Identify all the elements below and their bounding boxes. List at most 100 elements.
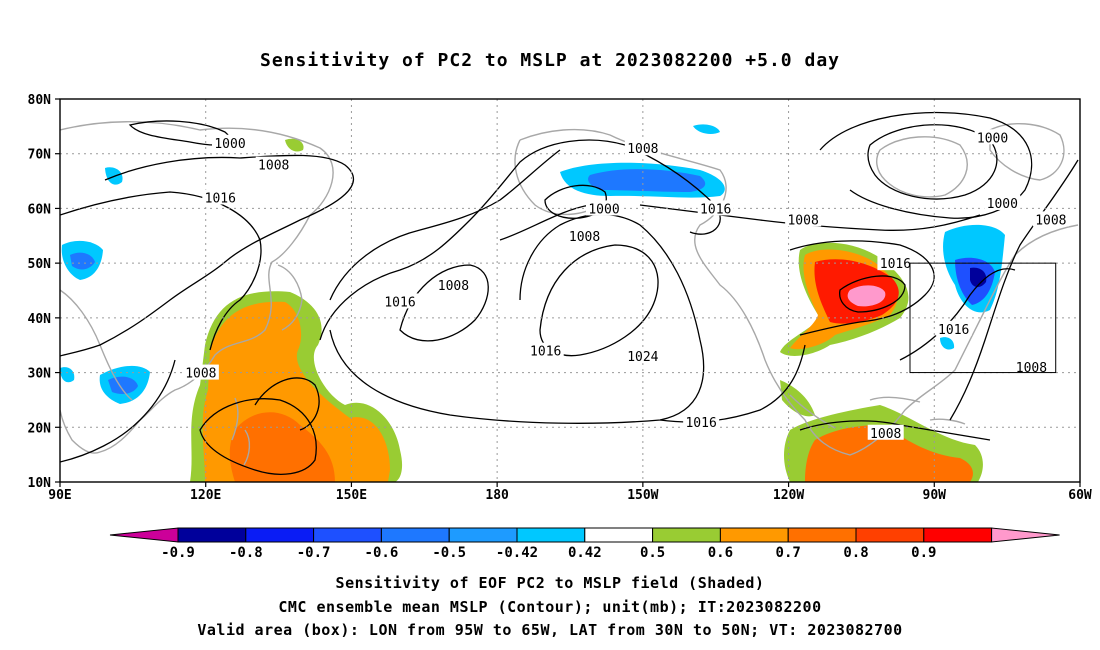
- contour-1008-hudson: [819, 111, 1033, 219]
- contour-1016-high: [329, 213, 705, 424]
- contour-1000-hudson: [867, 124, 998, 200]
- map-title: Sensitivity of PC2 to MSLP at 2023082200…: [259, 50, 840, 71]
- valid-area-box: [909, 262, 1057, 374]
- contour-label-bg: [785, 211, 822, 227]
- shade-bengal-cyan: [60, 367, 75, 383]
- colorbar-swatch: [652, 527, 721, 543]
- contour-label: 1000: [588, 202, 619, 217]
- shade-alaska-blue: [588, 169, 706, 192]
- contour-label: 1016: [938, 323, 969, 338]
- contour-label: 1008: [787, 213, 818, 228]
- colorbar-low-triangle: [109, 527, 179, 543]
- coast-hudson: [876, 136, 968, 198]
- shade-greenland-cyan: [693, 124, 720, 134]
- contour-label-bg: [202, 189, 239, 205]
- contour-label-bg: [984, 194, 1021, 210]
- plot-frame: [59, 98, 1081, 483]
- colorbar-swatch: [855, 527, 925, 543]
- colorbar-label: -0.6: [365, 545, 399, 561]
- footer-line-1: Sensitivity of EOF PC2 to MSLP field (Sh…: [335, 574, 765, 592]
- contour-label: 1008: [870, 427, 901, 442]
- contour-1016-us: [789, 240, 935, 336]
- contour-1016-atlantic: [949, 159, 1079, 421]
- colorbar-swatch: [787, 527, 857, 543]
- coast-central-am: [789, 394, 836, 429]
- lat-label: 60N: [28, 202, 52, 217]
- contour-label-bg: [974, 129, 1011, 145]
- colorbar-label: 0.7: [776, 545, 801, 561]
- lon-label: 150E: [336, 488, 367, 503]
- contour-label: 1016: [880, 257, 911, 272]
- shade-caribbean-green2: [780, 380, 815, 417]
- contour-label-bg: [212, 134, 248, 150]
- contour-label-bg: [624, 140, 661, 156]
- coast-greenland: [989, 122, 1065, 181]
- contour-label: 1000: [214, 137, 245, 152]
- lon-label: 60W: [1068, 488, 1092, 503]
- footer-line-3: Valid area (box): LON from 95W to 65W, L…: [197, 621, 903, 639]
- colorbar-swatch: [923, 527, 993, 543]
- colorbar-label: 0.42: [568, 545, 602, 561]
- contour-label: 1016: [700, 202, 731, 217]
- shade-caribbean-orange: [805, 425, 973, 482]
- colorbar: -0.9 -0.8 -0.7 -0.6 -0.5 -0.42 0.42 0.5 0.6 0.7 0.…: [109, 527, 1060, 561]
- lon-label: 150W: [627, 488, 658, 503]
- coast-alaska-west: [514, 139, 601, 216]
- contour-label: 1016: [384, 295, 415, 310]
- contour-1024: [539, 244, 659, 357]
- contour-label-bg: [566, 227, 603, 243]
- lat-label: 30N: [28, 367, 52, 382]
- contour-1016-subtrop: [399, 264, 489, 342]
- coast-philippines: [231, 397, 251, 466]
- contour-label-bg: [624, 348, 661, 364]
- contour-label-bg: [527, 342, 564, 358]
- colorbar-label: 0.8: [843, 545, 868, 561]
- contour-label-bg: [1013, 359, 1050, 375]
- contour-label: 1016: [205, 191, 236, 206]
- lat-label: 20N: [28, 421, 52, 436]
- contour-label-bg: [182, 364, 219, 380]
- colorbar-label: 0.6: [708, 545, 733, 561]
- contour-label: 1008: [1035, 213, 1066, 228]
- footer-line-2: CMC ensemble mean MSLP (Contour); unit(m…: [278, 598, 822, 616]
- contour-label: 1024: [627, 350, 658, 365]
- lat-label: 80N: [28, 93, 52, 108]
- contour-label: 1016: [530, 345, 561, 360]
- contour-labels: 1000 1008 1016 1008 1016 1008 1008 1000 1008 1016…: [182, 129, 1069, 442]
- lat-label: 10N: [28, 476, 52, 491]
- colorbar-swatch: [584, 527, 654, 543]
- contour-label: 1000: [977, 131, 1008, 146]
- colorbar-swatch: [380, 527, 450, 543]
- contour-low-left: [60, 359, 176, 463]
- contour-label-bg: [683, 413, 720, 429]
- sensitivity-shading: [60, 124, 1005, 482]
- colorbar-swatch: [448, 527, 518, 543]
- colorbar-label: -0.5: [432, 545, 466, 561]
- coast-japan: [277, 264, 303, 331]
- contour-label: 1008: [438, 279, 469, 294]
- lon-label: 120W: [773, 488, 804, 503]
- contour-label-bg: [1032, 211, 1069, 227]
- contour-label-bg: [435, 277, 472, 293]
- contour-1008-atlantic: [899, 268, 1016, 361]
- colorbar-label: -0.9: [161, 545, 195, 561]
- colorbar-label: 0.9: [911, 545, 936, 561]
- contour-label-bg: [697, 200, 734, 216]
- shade-atlantic-cyan2: [940, 337, 955, 350]
- coastlines: [60, 121, 1079, 466]
- coast-caribbean: [869, 396, 966, 425]
- shade-gulf-pink: [847, 285, 886, 307]
- shade-kamchatka-green: [285, 138, 304, 152]
- contour-label-bg: [877, 255, 914, 271]
- colorbar-label: -0.42: [496, 545, 538, 561]
- colorbar-label: -0.7: [297, 545, 331, 561]
- colorbar-swatch: [177, 527, 247, 543]
- contour-label: 1000: [987, 197, 1018, 212]
- contour-label: 1008: [185, 367, 216, 382]
- contour-label: 1008: [258, 159, 289, 174]
- lon-label: 120E: [190, 488, 221, 503]
- colorbar-swatch: [719, 527, 789, 543]
- lon-label: 90W: [923, 488, 947, 503]
- contour-label: 1008: [569, 230, 600, 245]
- contour-label-bg: [935, 320, 972, 336]
